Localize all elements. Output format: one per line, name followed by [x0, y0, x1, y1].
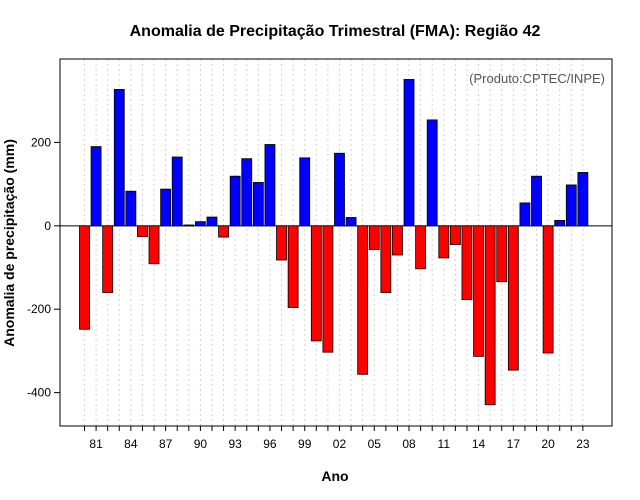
bar-2014: [473, 225, 484, 357]
bar-2004: [357, 225, 369, 375]
bar-2006: [380, 225, 392, 293]
x-tick-label: 90: [194, 437, 208, 451]
x-tick-label: 96: [263, 437, 277, 451]
bar-1991: [206, 216, 218, 227]
bar-2017: [507, 225, 519, 371]
y-tick-label: -200: [27, 302, 51, 316]
x-tick-label: 05: [368, 437, 382, 451]
bar-2005: [368, 225, 380, 250]
bar-1995: [252, 182, 264, 227]
bar-2013: [461, 225, 473, 301]
x-tick-label: 14: [472, 437, 486, 451]
x-tick-label: 81: [89, 437, 103, 451]
y-tick-label: -400: [27, 386, 51, 400]
bar-2000: [310, 225, 322, 342]
bar-2015: [484, 225, 496, 406]
bar-2009: [415, 225, 427, 270]
x-tick-label: 20: [541, 437, 555, 451]
bar-2002: [334, 152, 345, 227]
bar-2001: [322, 225, 334, 353]
bar-1983: [113, 89, 125, 227]
bar-1992: [218, 225, 229, 238]
bar-1998: [287, 225, 299, 308]
bar-1982: [102, 225, 114, 293]
x-tick-label: 02: [333, 437, 347, 451]
bar-2008: [403, 79, 415, 227]
bar-1985: [137, 225, 148, 238]
x-tick-label: 93: [228, 437, 242, 451]
plot-area-border: [59, 58, 613, 427]
x-tick-label: 87: [159, 437, 173, 451]
bar-2023: [577, 172, 589, 227]
bar-2022: [565, 184, 577, 227]
bar-1993: [229, 175, 241, 227]
bar-1990: [194, 221, 206, 227]
bar-1994: [241, 158, 253, 227]
y-axis-title: Anomalia de precipitação (mm): [1, 139, 17, 347]
bar-1988: [171, 156, 183, 227]
x-tick-label: 23: [576, 437, 590, 451]
bar-series: [79, 79, 589, 406]
bar-2007: [392, 225, 403, 256]
bar-1984: [125, 190, 137, 227]
vertical-gridlines: [84, 59, 584, 426]
bar-1980: [79, 225, 90, 330]
bar-2018: [519, 202, 531, 227]
chart-title: Anomalia de Precipitação Trimestral (FMA…: [130, 23, 541, 40]
y-tick-label: 0: [44, 219, 51, 233]
bar-2020: [542, 225, 554, 354]
y-tick-label: 200: [31, 135, 51, 149]
bar-2016: [496, 225, 508, 283]
x-tick-label: 08: [402, 437, 416, 451]
y-axis: -400 -200 0 200: [27, 135, 60, 400]
bar-1987: [160, 188, 172, 227]
bar-1996: [264, 144, 276, 227]
x-axis-title: Ano: [321, 468, 348, 484]
x-tick-label: 17: [507, 437, 521, 451]
bar-1986: [148, 225, 160, 265]
bar-2003: [345, 217, 357, 227]
bar-2010: [426, 119, 438, 227]
bar-1989: [183, 224, 195, 227]
bar-2011: [438, 225, 450, 259]
bar-2012: [449, 225, 461, 245]
bar-1999: [299, 157, 311, 227]
x-tick-label: 11: [438, 437, 451, 451]
x-tick-label: 99: [298, 437, 312, 451]
product-credit: (Produto:CPTEC/INPE): [469, 71, 605, 86]
x-axis: 81 84 87 90 93 96 99 02 05 08 11 14 17 20 23: [84, 426, 590, 451]
bar-2019: [531, 175, 542, 227]
bar-2021: [554, 219, 566, 227]
x-tick-label: 84: [124, 437, 138, 451]
bar-1981: [90, 146, 102, 227]
bar-1997: [276, 225, 287, 261]
